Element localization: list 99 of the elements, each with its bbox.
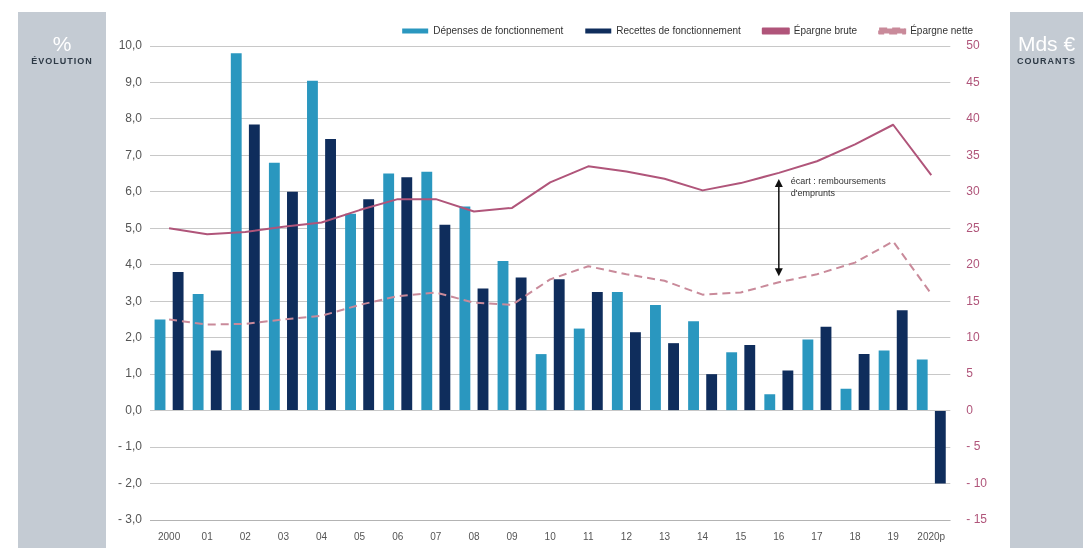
y2-tick-label: 5 bbox=[966, 366, 974, 381]
bar bbox=[553, 279, 565, 411]
bar bbox=[934, 411, 946, 484]
bar bbox=[383, 173, 395, 411]
bar bbox=[896, 310, 908, 411]
y2-tick-label: 15 bbox=[966, 293, 980, 308]
bar bbox=[744, 344, 756, 411]
bar bbox=[401, 177, 413, 411]
x-tick-label: 02 bbox=[239, 530, 252, 542]
bar bbox=[459, 206, 471, 411]
y2-axis-title: Mds € COURANTS bbox=[1016, 32, 1077, 66]
bar bbox=[497, 261, 509, 411]
bar bbox=[573, 328, 585, 411]
x-tick-label: 2020p bbox=[917, 530, 946, 542]
bar bbox=[840, 388, 852, 411]
y-tick-label: - 2,0 bbox=[118, 475, 143, 490]
bar bbox=[916, 359, 928, 411]
legend-label: Dépenses de fonctionnement bbox=[433, 24, 564, 36]
y-tick-label: 3,0 bbox=[125, 293, 143, 308]
y2-tick-label: 25 bbox=[966, 220, 980, 235]
x-tick-label: 06 bbox=[392, 530, 404, 542]
y2-tick-label: 35 bbox=[966, 147, 980, 162]
bar bbox=[515, 277, 527, 411]
x-tick-label: 05 bbox=[354, 530, 366, 542]
x-tick-label: 16 bbox=[773, 530, 785, 542]
y2-tick-label: 30 bbox=[966, 184, 980, 199]
bar bbox=[439, 224, 451, 411]
bar bbox=[154, 319, 166, 411]
bar bbox=[172, 272, 184, 411]
legend-label: Épargne brute bbox=[793, 23, 858, 36]
bar bbox=[878, 350, 890, 411]
y2-tick-label: - 10 bbox=[966, 475, 988, 490]
x-tick-label: 13 bbox=[658, 530, 671, 542]
y-tick-label: 7,0 bbox=[125, 147, 143, 162]
x-tick-label: 11 bbox=[583, 530, 594, 542]
bar bbox=[688, 321, 699, 411]
x-tick-label: 15 bbox=[735, 530, 747, 542]
y2-tick-label: 45 bbox=[966, 74, 980, 89]
bar bbox=[345, 213, 356, 411]
y2-tick-label: - 15 bbox=[966, 512, 988, 527]
bar bbox=[421, 171, 433, 411]
y-tick-label: 1,0 bbox=[125, 366, 143, 381]
bar bbox=[706, 374, 718, 411]
bar bbox=[858, 354, 870, 411]
y-tick-label: 9,0 bbox=[125, 74, 143, 89]
x-tick-label: 07 bbox=[430, 530, 442, 542]
y2-tick-label: 50 bbox=[966, 38, 980, 53]
x-tick-label: 2000 bbox=[157, 530, 181, 542]
x-tick-label: 10 bbox=[544, 530, 557, 542]
bar bbox=[764, 394, 776, 411]
y-tick-label: 8,0 bbox=[125, 111, 143, 126]
bar bbox=[307, 80, 318, 411]
bar bbox=[820, 326, 832, 411]
bar bbox=[802, 339, 814, 411]
bar bbox=[230, 53, 242, 411]
y2-tick-label: 10 bbox=[966, 330, 980, 344]
y2-tick-label: 40 bbox=[966, 111, 980, 126]
x-tick-label: 04 bbox=[315, 530, 328, 542]
x-tick-label: 19 bbox=[887, 530, 900, 542]
x-tick-label: 12 bbox=[620, 530, 633, 542]
bar bbox=[630, 332, 641, 411]
y-tick-label: 4,0 bbox=[125, 257, 143, 272]
line-series bbox=[168, 240, 933, 326]
bar bbox=[268, 162, 280, 411]
bar bbox=[591, 292, 603, 411]
bar bbox=[192, 293, 204, 411]
bar bbox=[287, 191, 298, 411]
bar bbox=[535, 354, 547, 411]
y-tick-label: 5,0 bbox=[125, 220, 143, 235]
x-tick-label: 14 bbox=[697, 530, 709, 542]
y-tick-label: - 3,0 bbox=[118, 512, 143, 527]
y2-tick-label: - 5 bbox=[966, 439, 981, 454]
y-tick-label: 6,0 bbox=[125, 184, 143, 199]
x-tick-label: 18 bbox=[849, 530, 862, 542]
legend-label: Recettes de fonctionnement bbox=[616, 24, 742, 36]
bar bbox=[650, 304, 661, 411]
y2-tick-label: 0 bbox=[966, 402, 974, 417]
y-tick-label: 2,0 bbox=[125, 330, 143, 344]
bar bbox=[325, 138, 336, 411]
y-tick-label: 10,0 bbox=[118, 38, 143, 53]
y2-tick-label: 20 bbox=[966, 257, 980, 272]
x-tick-label: 08 bbox=[468, 530, 480, 542]
x-tick-label: 09 bbox=[506, 530, 519, 542]
legend-label: Épargne nette bbox=[910, 23, 974, 36]
x-tick-label: 01 bbox=[201, 530, 214, 542]
x-tick-label: 17 bbox=[811, 530, 823, 542]
bar bbox=[477, 288, 489, 411]
annotation: écart : remboursements d'emprunts bbox=[790, 176, 887, 199]
bar bbox=[248, 124, 260, 411]
bar bbox=[611, 292, 623, 411]
y-axis-title: % ÉVOLUTION bbox=[30, 32, 94, 66]
y-tick-label: - 1,0 bbox=[118, 439, 143, 454]
y-tick-label: 0,0 bbox=[125, 402, 143, 417]
bar bbox=[210, 350, 222, 411]
bar bbox=[363, 199, 375, 411]
bar bbox=[668, 343, 679, 411]
bar bbox=[726, 352, 738, 411]
x-tick-label: 03 bbox=[277, 530, 290, 542]
bar bbox=[782, 370, 794, 411]
